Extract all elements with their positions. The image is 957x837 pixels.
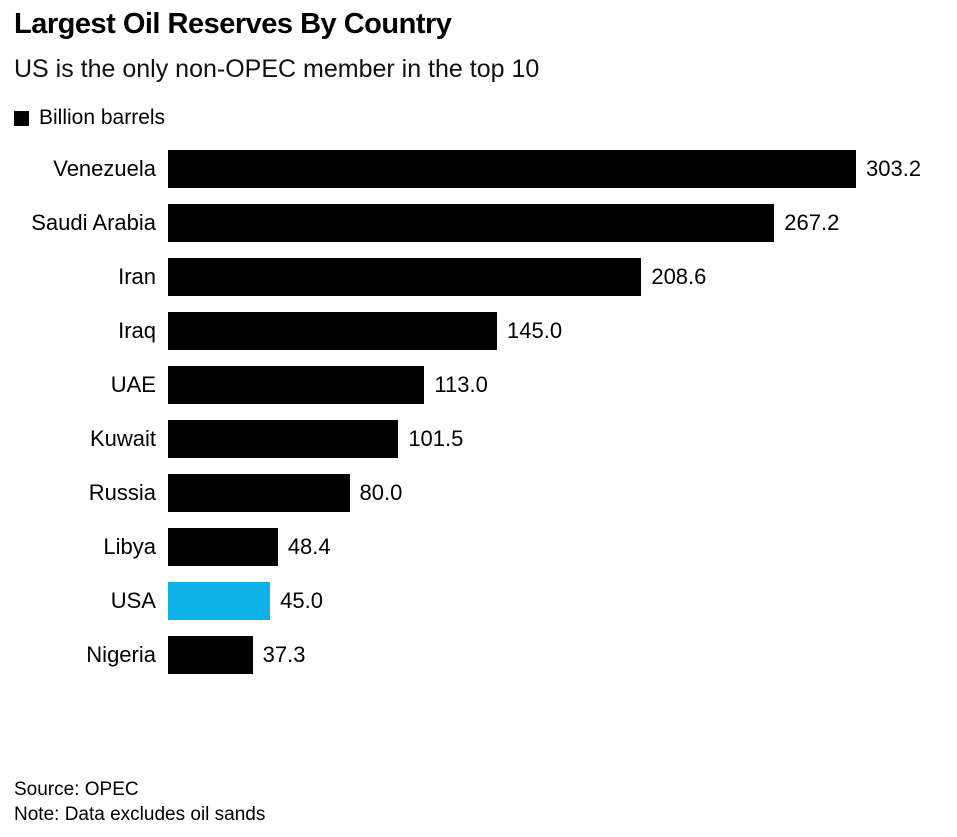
value-label: 45.0 — [280, 588, 323, 614]
chart-subtitle: US is the only non-OPEC member in the to… — [14, 55, 540, 84]
category-label: Venezuela — [53, 156, 156, 182]
value-label: 145.0 — [507, 318, 563, 344]
data-note: Note: Data excludes oil sands — [14, 804, 266, 825]
bar-track: 37.3 — [168, 636, 943, 675]
bar — [168, 528, 278, 567]
bar-row: Nigeria 37.3 — [14, 636, 943, 675]
legend-swatch-icon — [14, 110, 29, 126]
bar-track: 267.2 — [168, 204, 943, 243]
value-label: 267.2 — [784, 210, 840, 236]
value-label: 80.0 — [359, 480, 403, 506]
bar-track: 113.0 — [168, 366, 943, 405]
category-label: Saudi Arabia — [31, 210, 156, 236]
bar-track: 303.2 — [168, 150, 943, 189]
bar — [168, 420, 399, 459]
bar — [168, 582, 271, 621]
bar — [168, 474, 350, 513]
bar-track: 208.6 — [168, 258, 943, 297]
category-label: USA — [110, 588, 156, 614]
bar — [168, 636, 253, 675]
bar-row: Russia 80.0 — [14, 474, 943, 513]
bar-row: UAE 113.0 — [14, 366, 943, 405]
bar-row: Saudi Arabia 267.2 — [14, 204, 943, 243]
value-label: 113.0 — [434, 372, 488, 398]
value-label: 48.4 — [287, 534, 331, 560]
bar-rows: Venezuela 303.2 Saudi Arabia 267.2 Iran 208.6… — [14, 150, 943, 690]
source-note: Source: OPEC — [14, 779, 139, 800]
bar-track: 80.0 — [168, 474, 943, 513]
bar-track: 101.5 — [168, 420, 943, 459]
bar — [168, 312, 498, 351]
category-label: Iraq — [118, 318, 156, 344]
bar-track: 48.4 — [168, 528, 943, 567]
value-label: 303.2 — [866, 156, 922, 182]
bar-row: USA 45.0 — [14, 582, 943, 621]
chart-footer: Source: OPEC Note: Data excludes oil san… — [14, 777, 943, 837]
category-label: Russia — [88, 480, 156, 506]
bar-row: Kuwait 101.5 — [14, 420, 943, 459]
bar — [168, 366, 425, 405]
category-label: UAE — [110, 372, 156, 398]
category-label: Iran — [118, 264, 156, 290]
bar-row: Iran 208.6 — [14, 258, 943, 297]
bar-row: Iraq 145.0 — [14, 312, 943, 351]
chart-title: Largest Oil Reserves By Country — [14, 8, 452, 40]
bar — [168, 204, 775, 243]
bar-track: 145.0 — [168, 312, 943, 351]
bar-track: 45.0 — [168, 582, 943, 621]
bar — [168, 150, 856, 189]
legend: Billion barrels — [14, 106, 943, 130]
value-label: 37.3 — [262, 642, 306, 668]
category-label: Kuwait — [89, 426, 156, 452]
bar-row: Libya 48.4 — [14, 528, 943, 567]
bar — [168, 258, 642, 297]
value-label: 101.5 — [408, 426, 464, 452]
legend-label: Billion barrels — [39, 106, 166, 130]
category-label: Libya — [103, 534, 156, 560]
category-label: Nigeria — [86, 642, 156, 668]
value-label: 208.6 — [651, 264, 707, 290]
bar-row: Venezuela 303.2 — [14, 150, 943, 189]
